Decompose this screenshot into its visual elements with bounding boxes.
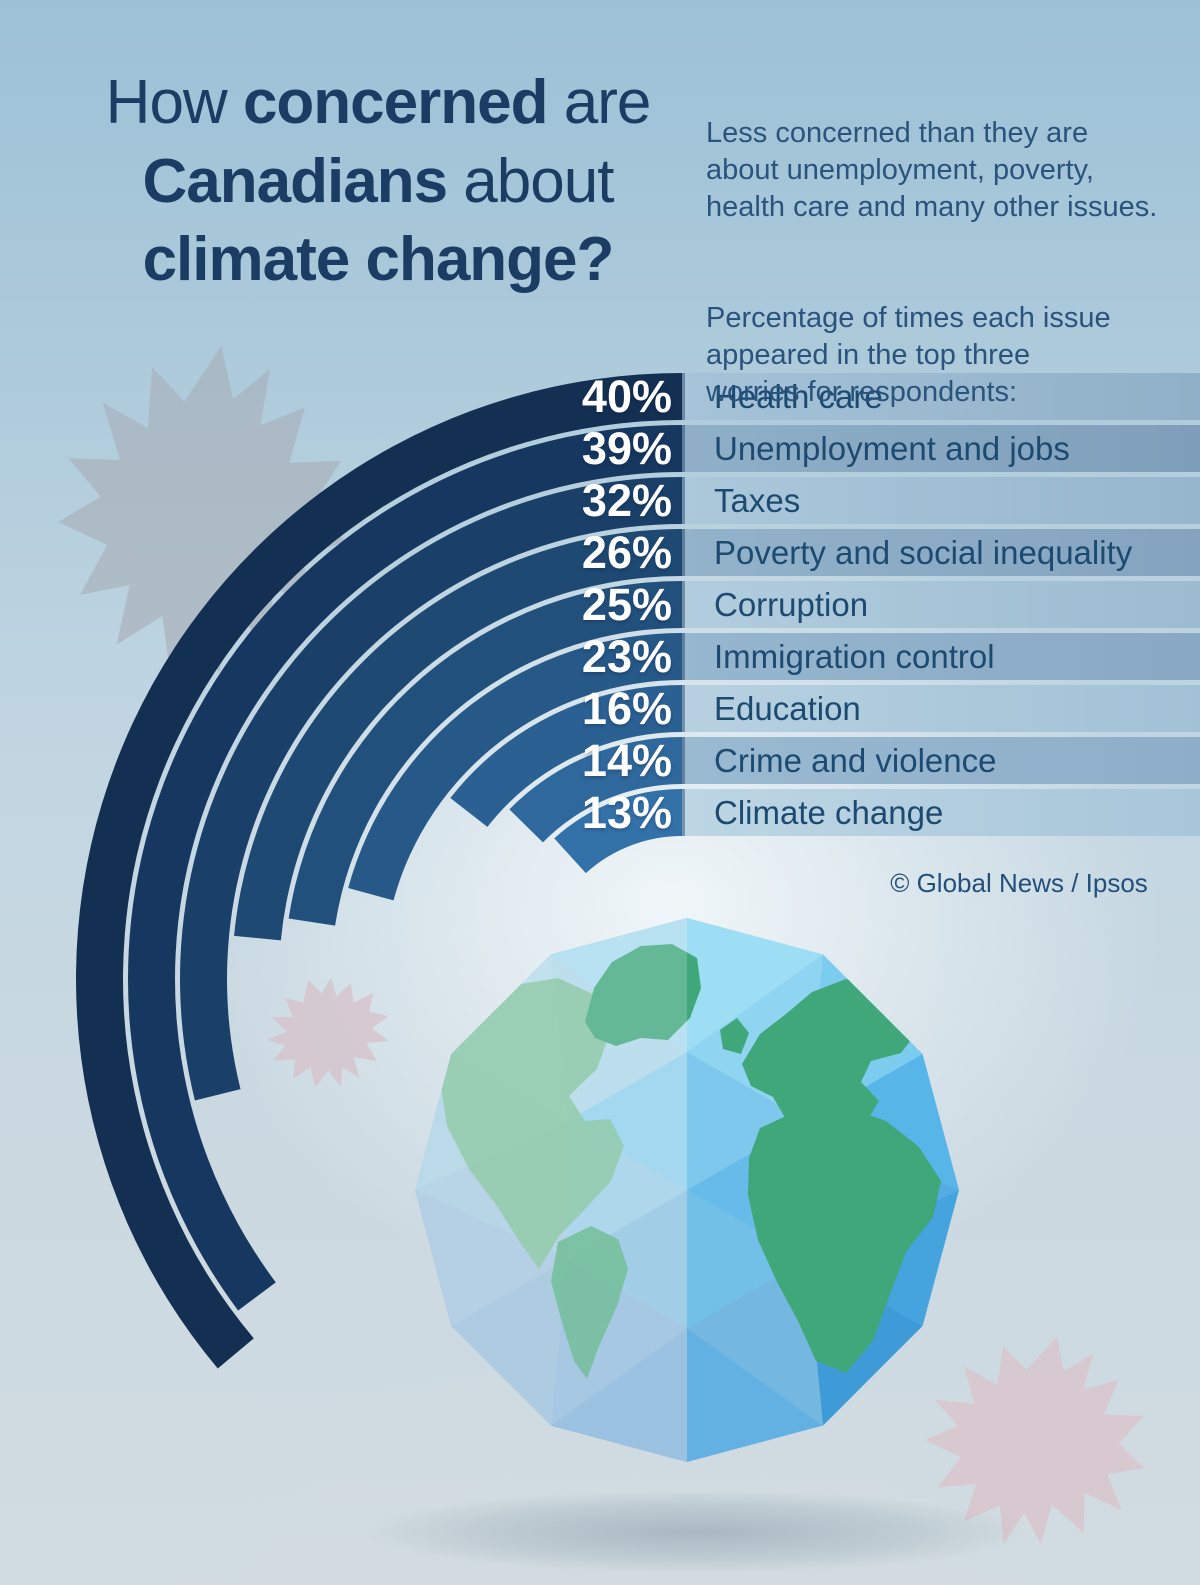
strip-left-edge (681, 425, 685, 472)
continent-british-isles (720, 1018, 749, 1054)
intro-text: Less concerned than they are about unemp… (706, 78, 1184, 448)
continent-africa (748, 1108, 941, 1373)
bar-value-label: 40% (581, 371, 672, 422)
bar-value-label: 39% (581, 423, 672, 474)
bar-category-label: Immigration control (714, 638, 995, 675)
continent-europe (742, 979, 917, 1131)
intro-paragraph-1: Less concerned than they are about unemp… (706, 117, 1158, 224)
radial-bar (234, 529, 682, 941)
title-line-3: climate change? (142, 225, 615, 295)
category-strip (681, 373, 1200, 420)
radial-bar (348, 633, 682, 901)
globe-left-haze (415, 918, 687, 1462)
strip-left-edge (681, 581, 685, 628)
category-strip (681, 477, 1200, 524)
category-strip (681, 789, 1200, 836)
radial-bar (179, 477, 682, 1101)
bar-category-label: Crime and violence (714, 742, 997, 779)
strip-left-edge (681, 789, 685, 836)
category-strip (681, 425, 1200, 472)
globe-facet (567, 1052, 687, 1190)
strip-left-edge (681, 685, 685, 732)
bar-value-label: 16% (581, 683, 672, 734)
globe-illustration (415, 918, 959, 1462)
radial-bar (288, 581, 682, 926)
bar-category-label: Climate change (714, 794, 944, 831)
globe-shadow (365, 1490, 1025, 1574)
strip-left-edge (681, 477, 685, 524)
radial-bar (75, 373, 683, 1369)
intro-paragraph-2: Percentage of times each issue appeared … (706, 301, 1111, 408)
globe-facet (687, 1190, 807, 1328)
continent-north-america (437, 978, 624, 1269)
strip-left-edge (681, 633, 685, 680)
bar-category-label: Poverty and social inequality (714, 534, 1133, 571)
bar-value-label: 25% (581, 579, 672, 630)
globe-facet (567, 1190, 687, 1328)
globe-facet (687, 918, 823, 1052)
bar-category-label: Corruption (714, 586, 869, 623)
bar-value-label: 23% (581, 631, 672, 682)
radial-bars (75, 373, 683, 1369)
source-credit: © Global News / Ipsos (890, 868, 1148, 898)
bar-category-label: Education (714, 690, 861, 727)
category-strip (681, 737, 1200, 784)
radial-bar (554, 789, 682, 874)
continent-south-america (551, 1226, 628, 1379)
strip-left-edge (681, 737, 685, 784)
globe-facet (687, 1328, 823, 1462)
continent-greenland (585, 944, 701, 1046)
globe-continents (415, 918, 941, 1462)
strip-left-edge (681, 373, 685, 420)
bar-category-label: Health care (714, 378, 883, 415)
globe-facet (415, 1190, 568, 1326)
globe-facet (451, 1259, 568, 1426)
globe-facet (687, 1052, 807, 1190)
page-title: How concerned are Canadians about climat… (78, 64, 678, 300)
globe-facet (551, 1328, 687, 1462)
radial-bar (509, 737, 682, 843)
bar-category-label: Unemployment and jobs (714, 430, 1070, 467)
category-strip (681, 529, 1200, 576)
bar-value-label: 26% (581, 527, 672, 578)
title-line-2: Canadians about (142, 146, 615, 216)
category-label-strips (681, 373, 1200, 836)
category-strip (681, 581, 1200, 628)
category-strip (681, 633, 1200, 680)
bar-value-label: 14% (581, 735, 672, 786)
strip-left-edge (681, 529, 685, 576)
bar-value-label: 32% (581, 475, 672, 526)
bar-category-label: Taxes (714, 482, 801, 519)
title-line-1: How concerned are (105, 68, 652, 137)
category-strip (681, 685, 1200, 732)
radial-bar (450, 685, 682, 827)
bar-value-label: 13% (581, 787, 672, 838)
radial-bar (128, 425, 683, 1311)
